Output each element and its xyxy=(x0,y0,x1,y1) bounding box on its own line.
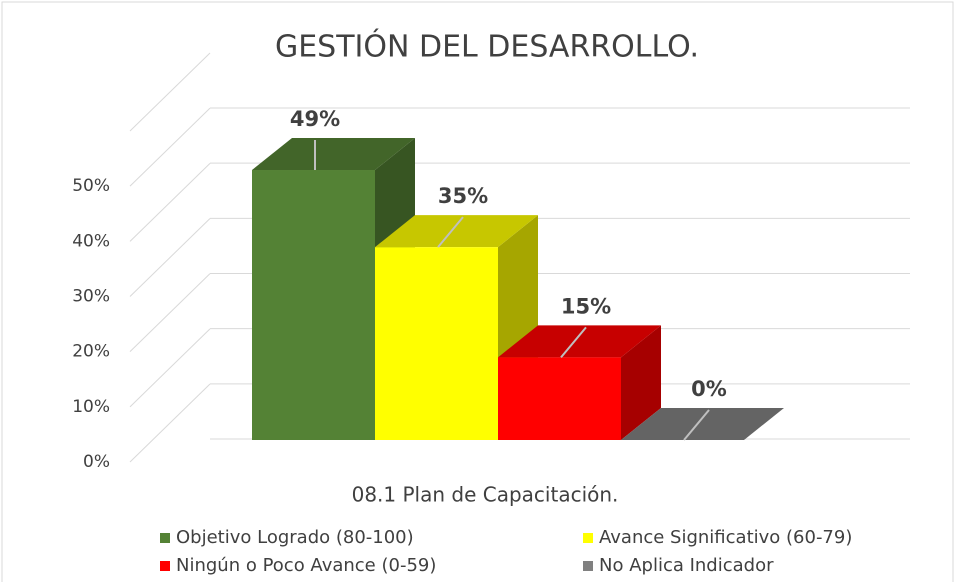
grid-line xyxy=(129,383,211,463)
value-label: 15% xyxy=(561,294,611,318)
leader-line xyxy=(683,409,710,441)
legend-swatch xyxy=(160,561,170,571)
bar xyxy=(498,357,621,440)
category-label: 08.1 Plan de Capacitación. xyxy=(352,483,619,507)
y-tick-label: 20% xyxy=(72,342,110,362)
legend-label: Objetivo Logrado (80-100) xyxy=(176,527,414,548)
legend-swatch xyxy=(583,561,593,571)
value-label: 0% xyxy=(691,377,727,401)
bar-top xyxy=(498,325,661,358)
y-tick-label: 10% xyxy=(72,397,110,417)
legend-swatch xyxy=(583,533,593,543)
y-tick-label: 0% xyxy=(83,452,110,472)
value-label: 35% xyxy=(438,184,488,208)
chart-title: GESTIÓN DEL DESARROLLO. xyxy=(275,28,699,65)
bar-top xyxy=(621,408,784,440)
bar-top xyxy=(252,138,415,171)
bar xyxy=(375,247,498,440)
y-tick-label: 50% xyxy=(72,176,110,196)
bar-top xyxy=(375,215,538,248)
y-tick-label: 40% xyxy=(72,231,110,251)
leader-line xyxy=(560,326,587,358)
grid-line xyxy=(129,162,211,242)
legend-label: Avance Significativo (60-79) xyxy=(599,527,852,548)
grid-line xyxy=(129,328,211,408)
y-tick-label: 30% xyxy=(72,287,110,307)
legend-label: Ningún o Poco Avance (0-59) xyxy=(176,555,436,576)
grid-line xyxy=(129,52,211,132)
bar xyxy=(252,170,375,440)
grid-line xyxy=(129,107,211,187)
bar-side xyxy=(621,325,661,440)
grid-line xyxy=(129,218,211,297)
grid-line xyxy=(129,273,211,353)
legend-swatch xyxy=(160,533,170,543)
leader-line xyxy=(437,216,464,248)
legend-label: No Aplica Indicador xyxy=(599,555,774,576)
value-label: 49% xyxy=(290,107,340,131)
